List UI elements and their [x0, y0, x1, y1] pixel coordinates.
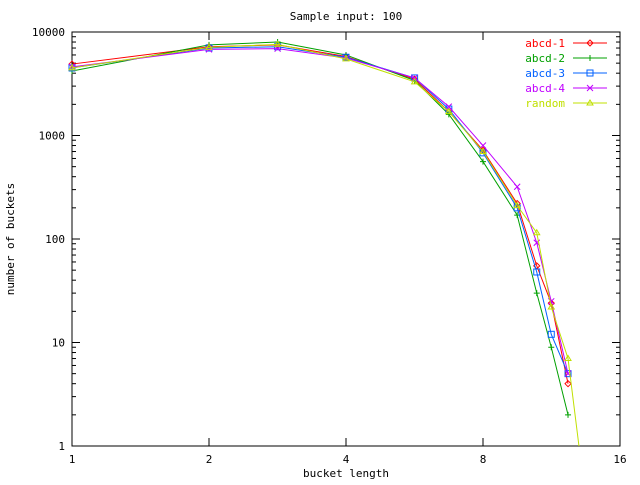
data-point-abcd-4	[479, 142, 487, 149]
data-point-random	[513, 201, 522, 209]
series-layer	[68, 39, 580, 447]
data-point-abcd-2	[565, 411, 572, 418]
legend-label: abcd-3	[525, 67, 565, 80]
series-line-random	[71, 43, 580, 447]
data-point-abcd-2	[533, 290, 540, 297]
series-random	[68, 40, 580, 447]
x-tick-label: 8	[480, 453, 487, 466]
legend-item-abcd-4: abcd-4	[525, 82, 607, 95]
data-point-random	[410, 77, 419, 85]
legend-marker	[586, 99, 594, 106]
x-tick-label: 16	[613, 453, 626, 466]
data-point-random	[532, 228, 541, 236]
legend: abcd-1 abcd-2 abcd-3 abcd-4 random	[525, 37, 607, 110]
legend-label: random	[525, 97, 565, 110]
data-point-abcd-4	[445, 103, 453, 111]
data-point-random	[564, 354, 572, 362]
data-point-abcd-3	[547, 330, 555, 338]
legend-item-abcd-1: abcd-1	[525, 37, 607, 50]
data-point-random	[479, 147, 487, 155]
series-abcd-1	[68, 41, 572, 388]
data-point-random	[205, 43, 213, 50]
x-axis-label: bucket length	[303, 467, 389, 480]
axes: 1 2 4 8 16 1 10 100 1000 10000	[32, 26, 627, 466]
legend-item-random: random	[525, 97, 607, 110]
data-point-abcd-3	[564, 370, 572, 378]
legend-label: abcd-4	[525, 82, 565, 95]
legend-item-abcd-2: abcd-2	[525, 52, 607, 65]
series-abcd-3	[68, 43, 572, 378]
y-tick-label: 10	[52, 337, 65, 350]
data-point-abcd-2	[480, 158, 486, 165]
legend-label: abcd-1	[525, 37, 565, 50]
data-point-abcd-3	[533, 268, 541, 276]
x-tick-label: 1	[69, 453, 76, 466]
data-point-random	[342, 54, 350, 62]
y-tick-label: 1	[58, 440, 65, 453]
data-point-random	[68, 63, 76, 71]
data-point-random	[547, 303, 556, 310]
series-line-abcd-1	[71, 44, 569, 384]
data-point-random	[444, 107, 453, 115]
y-tick-label: 100	[45, 233, 65, 246]
series-abcd-2	[69, 39, 572, 418]
legend-label: abcd-2	[525, 52, 565, 65]
data-point-random	[273, 40, 282, 47]
data-point-abcd-4	[513, 183, 521, 191]
x-tick-label: 4	[343, 453, 350, 466]
legend-item-abcd-3: abcd-3	[525, 67, 607, 80]
series-line-abcd-3	[71, 46, 569, 374]
series-line-abcd-4	[71, 48, 569, 374]
legend-marker	[586, 39, 594, 47]
series-line-abcd-2	[71, 41, 569, 415]
series-abcd-4	[68, 45, 572, 378]
legend-marker	[586, 84, 594, 92]
y-tick-label: 10000	[32, 26, 65, 39]
data-point-abcd-1	[564, 379, 572, 388]
legend-marker	[586, 69, 594, 77]
data-point-abcd-3	[411, 74, 419, 82]
legend-marker	[587, 55, 593, 61]
data-point-abcd-2	[548, 344, 555, 351]
x-tick-label: 2	[206, 453, 213, 466]
y-tick-label: 1000	[39, 130, 66, 143]
chart-title: Sample input: 100	[290, 10, 403, 23]
y-axis-label: number of buckets	[4, 183, 17, 296]
